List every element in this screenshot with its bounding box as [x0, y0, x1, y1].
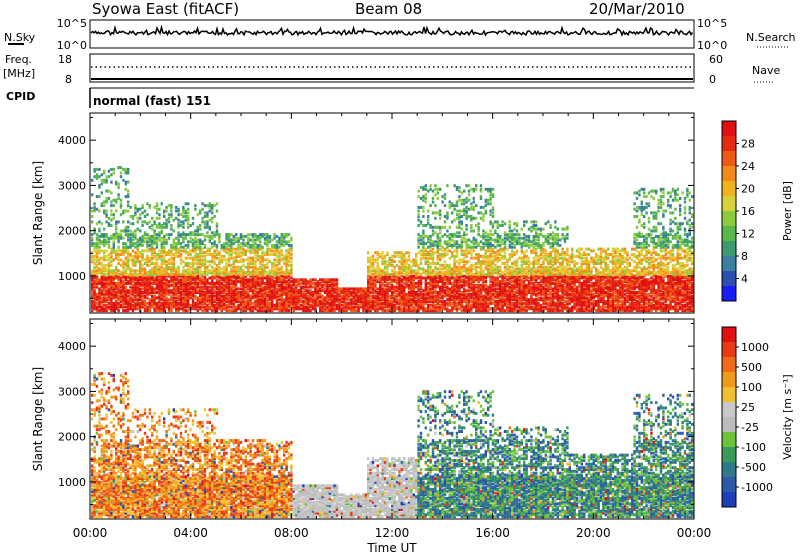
colorbar-swatch: [722, 432, 736, 448]
colorbar-swatch: [722, 402, 736, 418]
x-tick-label: 08:00: [274, 526, 309, 540]
colorbar-tick-label: 24: [741, 160, 755, 173]
x-axis-title: Time UT: [366, 541, 417, 554]
colorbar-swatch: [722, 286, 736, 302]
colorbar-swatch: [722, 136, 736, 152]
power-panel: 1000 2000 3000 4000 Slant Range [km]: [31, 112, 695, 314]
colorbar-swatch: [722, 181, 736, 197]
colorbar-swatch: [722, 241, 736, 257]
colorbar-swatch: [722, 492, 736, 508]
y-tick-label: 2000: [58, 431, 86, 444]
colorbar-swatch: [722, 211, 736, 227]
colorbar-tick-label: 1000: [741, 341, 769, 354]
freq-label: Freq.: [5, 53, 32, 66]
nave-tick-bottom: 0: [709, 73, 716, 86]
y-tick-label: 4000: [58, 340, 86, 353]
colorbar-tick-label: 16: [741, 205, 755, 218]
colorbar-tick-label: 28: [741, 138, 755, 151]
freq-unit-label: [MHz]: [3, 67, 35, 80]
x-tick-label: 04:00: [173, 526, 208, 540]
x-tick-label: 16:00: [475, 526, 510, 540]
y-tick-label: 3000: [58, 385, 86, 398]
cpid-value: normal (fast) 151: [93, 94, 211, 108]
nsearch-tick-top: 10^5: [697, 17, 727, 30]
colorbar-tick-label: 12: [741, 228, 755, 241]
freq-tick-top: 18: [58, 53, 72, 66]
cpid-label: CPID: [6, 90, 35, 103]
colorbar-tick-label: 20: [741, 183, 755, 196]
x-tick-label: 00:00: [73, 526, 108, 540]
colorbar-label: Power [dB]: [781, 181, 794, 241]
colorbar-label: Velocity [m s⁻¹]: [781, 374, 794, 459]
colorbar-swatch: [722, 151, 736, 167]
nave-label: Nave: [752, 64, 780, 77]
colorbar-swatch: [722, 357, 736, 373]
nsky-label: N.Sky: [4, 31, 36, 44]
date-title: 20/Mar/2010: [589, 0, 685, 18]
colorbar-swatch: [722, 327, 736, 343]
colorbar-swatch: [722, 447, 736, 463]
nsky-line: [90, 24, 694, 37]
x-tick-label: 00:00: [677, 526, 712, 540]
colorbar-swatch: [722, 226, 736, 242]
y-tick-label: 1000: [58, 270, 86, 283]
y-tick-label: 4000: [58, 134, 86, 147]
nsearch-tick-bottom: 10^0: [697, 39, 727, 52]
y-tick-label: 3000: [58, 179, 86, 192]
colorbar-swatch: [722, 121, 736, 137]
colorbar-swatch: [722, 462, 736, 478]
colorbar-swatch: [722, 342, 736, 358]
colorbar-tick-label: 100: [741, 381, 762, 394]
colorbar-swatch: [722, 196, 736, 212]
colorbar-tick-label: 4: [741, 273, 748, 286]
nsky-tick-top: 10^5: [57, 17, 87, 30]
colorbar-tick-label: 8: [741, 250, 748, 263]
nsky-panel: N.Sky 10^5 10^0 10^5 10^0 N.Search: [4, 17, 796, 52]
power-colorbar: 4 8 12 16 20 24 28 Power [dB]: [721, 120, 794, 302]
nave-tick-top: 60: [709, 53, 723, 66]
colorbar-swatch: [722, 372, 736, 388]
colorbar-tick-label: -25: [741, 421, 759, 434]
freq-tick-bottom: 8: [65, 73, 72, 86]
colorbar-tick-label: 500: [741, 361, 762, 374]
colorbar-tick-label: -500: [741, 461, 766, 474]
nsky-trace: [90, 24, 694, 37]
colorbar-swatch: [722, 271, 736, 287]
y-axis-label: Slant Range [km]: [31, 367, 45, 471]
nsearch-label: N.Search: [746, 31, 796, 44]
beam-title: Beam 08: [355, 0, 422, 18]
nsky-tick-bottom: 10^0: [57, 39, 87, 52]
velocity-panel: 1000 2000 3000 4000 Slant Range [km] 00:00 04:…: [31, 318, 712, 540]
y-tick-label: 1000: [58, 476, 86, 489]
colorbar-swatch: [722, 256, 736, 272]
echo-texture: [91, 372, 694, 519]
x-tick-label: 12:00: [375, 526, 410, 540]
colorbar-frame: [721, 326, 737, 508]
echo-texture: [91, 166, 694, 313]
x-tick-label: 20:00: [576, 526, 611, 540]
colorbar-tick-label: 25: [741, 401, 755, 414]
cpid-panel: CPID normal (fast) 151: [6, 87, 694, 108]
colorbar-swatch: [722, 477, 736, 493]
colorbar-swatch: [722, 387, 736, 403]
station-title: Syowa East (fitACF): [92, 0, 239, 18]
velocity-colorbar: 1000 500 100 25 -25 -100 -500 -1000 Velocity [m …: [721, 326, 794, 508]
colorbar-tick-label: -100: [741, 441, 766, 454]
y-axis-label: Slant Range [km]: [31, 161, 45, 265]
colorbar-tick-label: -1000: [741, 481, 773, 494]
colorbar-swatch: [722, 166, 736, 182]
colorbar-swatch: [722, 417, 736, 433]
y-tick-label: 2000: [58, 225, 86, 238]
freq-panel: Freq. [MHz] 18 8 60 0 Nave: [3, 53, 780, 86]
